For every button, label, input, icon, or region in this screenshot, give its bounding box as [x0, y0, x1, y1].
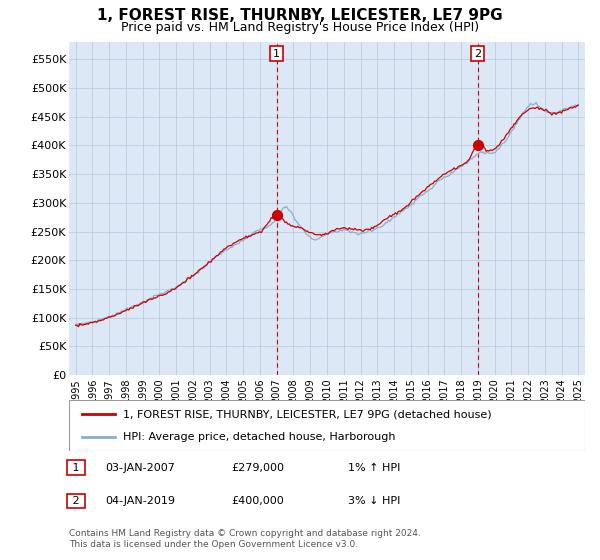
Text: 1% ↑ HPI: 1% ↑ HPI — [348, 463, 400, 473]
Text: Contains HM Land Registry data © Crown copyright and database right 2024.
This d: Contains HM Land Registry data © Crown c… — [69, 529, 421, 549]
Text: 1: 1 — [69, 463, 83, 473]
Text: 1, FOREST RISE, THURNBY, LEICESTER, LE7 9PG: 1, FOREST RISE, THURNBY, LEICESTER, LE7 … — [97, 8, 503, 24]
Text: 04-JAN-2019: 04-JAN-2019 — [105, 496, 175, 506]
Text: HPI: Average price, detached house, Harborough: HPI: Average price, detached house, Harb… — [123, 432, 395, 442]
Text: 1: 1 — [273, 49, 280, 59]
Point — [272, 211, 281, 220]
Text: 3% ↓ HPI: 3% ↓ HPI — [348, 496, 400, 506]
Text: 1, FOREST RISE, THURNBY, LEICESTER, LE7 9PG (detached house): 1, FOREST RISE, THURNBY, LEICESTER, LE7 … — [123, 409, 492, 419]
Text: Price paid vs. HM Land Registry's House Price Index (HPI): Price paid vs. HM Land Registry's House … — [121, 21, 479, 34]
Text: £279,000: £279,000 — [231, 463, 284, 473]
Point — [473, 141, 482, 150]
Text: 2: 2 — [474, 49, 481, 59]
Text: 2: 2 — [69, 496, 83, 506]
Text: 03-JAN-2007: 03-JAN-2007 — [105, 463, 175, 473]
Text: £400,000: £400,000 — [231, 496, 284, 506]
